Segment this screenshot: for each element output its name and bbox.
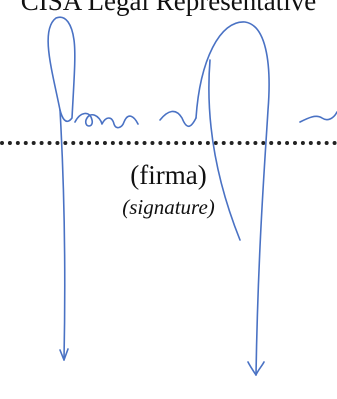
signature-label: (firma) — [130, 160, 207, 190]
signature-dotted-line — [0, 141, 337, 145]
cropped-heading: CISA Legal Representative — [20, 0, 317, 16]
signature-label-translation: (signature) — [122, 195, 215, 219]
